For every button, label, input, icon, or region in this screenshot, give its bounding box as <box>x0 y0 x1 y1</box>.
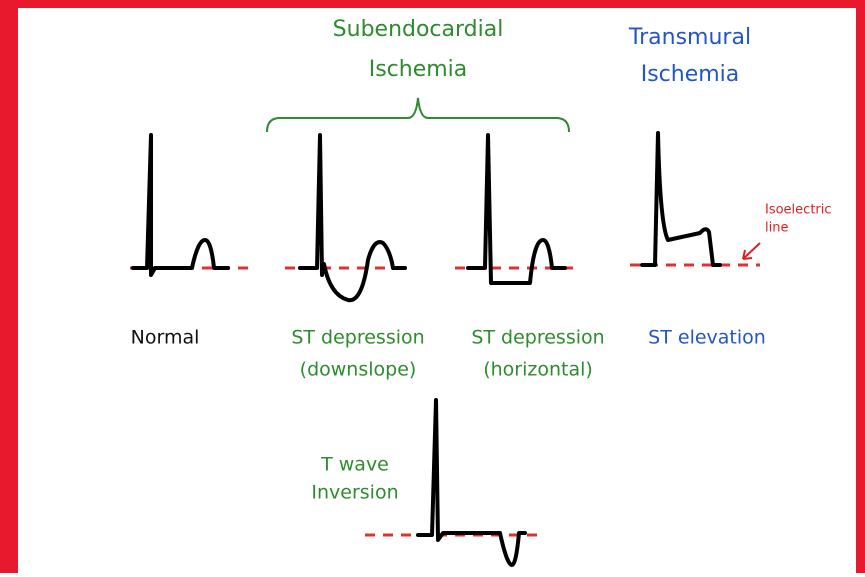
group-title: Subendocardial <box>333 17 504 42</box>
ecg-label: ST depression <box>291 327 424 349</box>
annotation: Isoelectric <box>765 203 832 218</box>
border-right <box>856 0 865 573</box>
ecg-label: ST depression <box>471 327 604 349</box>
ecg-label: T wave <box>320 454 389 476</box>
ecg-label: (downslope) <box>300 359 417 381</box>
ecg-label: Normal <box>131 327 200 349</box>
group-title: Ischemia <box>369 57 468 82</box>
group-title: Ischemia <box>641 62 740 87</box>
border-top <box>0 0 865 8</box>
annotation: line <box>765 221 788 236</box>
border-left <box>0 0 18 573</box>
ecg-trace <box>131 133 230 277</box>
brace <box>266 97 570 133</box>
ecg-trace <box>466 133 567 285</box>
ecg-trace <box>640 131 722 267</box>
group-title: Transmural <box>628 25 751 50</box>
ecg-label: Inversion <box>311 482 398 504</box>
ecg-label: ST elevation <box>648 327 766 349</box>
arrow <box>742 242 761 260</box>
ecg-label: (horizontal) <box>483 359 593 381</box>
ecg-trace <box>416 398 527 567</box>
ecg-trace <box>298 133 407 303</box>
